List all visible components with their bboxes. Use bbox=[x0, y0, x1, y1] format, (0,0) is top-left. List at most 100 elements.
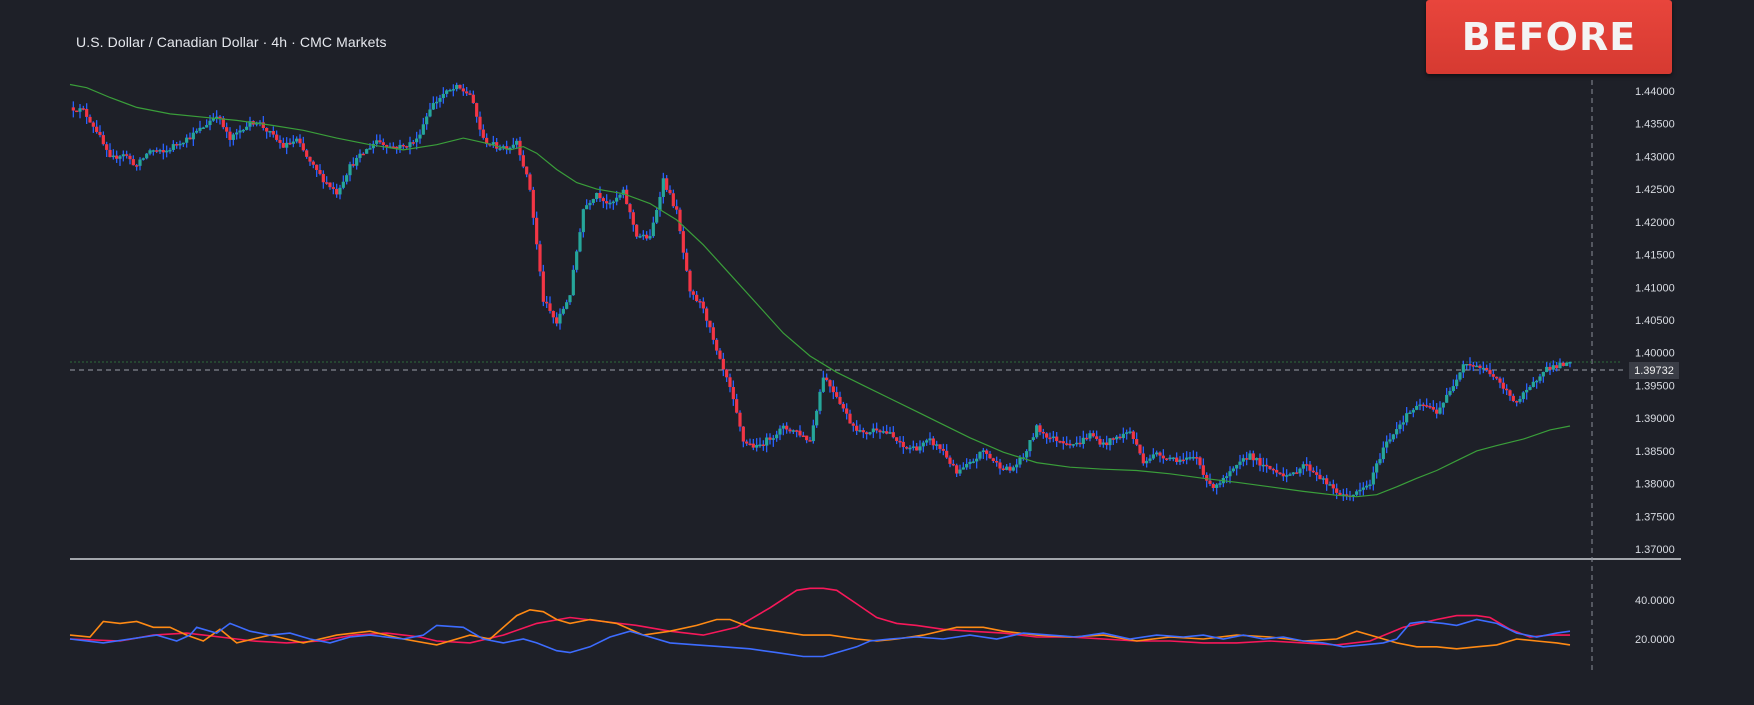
candle-body bbox=[821, 377, 825, 392]
candle-body bbox=[1435, 409, 1439, 414]
candle-body bbox=[1305, 464, 1309, 466]
candle-body bbox=[1098, 438, 1102, 445]
candle-body bbox=[381, 142, 385, 146]
candle-body bbox=[1065, 443, 1069, 445]
candle-body bbox=[485, 137, 489, 144]
candle-body bbox=[81, 108, 85, 110]
candle-body bbox=[411, 142, 415, 144]
candle-body bbox=[1228, 471, 1232, 477]
candle-body bbox=[1175, 457, 1179, 462]
candle-body bbox=[1501, 382, 1505, 389]
candle-body bbox=[291, 141, 295, 144]
candle-body bbox=[601, 198, 605, 202]
candle-body bbox=[698, 301, 702, 303]
badge-label: BEFORE bbox=[1461, 15, 1637, 59]
candle-body bbox=[415, 138, 419, 143]
candle-body bbox=[865, 432, 869, 435]
candle-body bbox=[1525, 389, 1529, 393]
candle-body bbox=[281, 142, 285, 148]
candle-body bbox=[1441, 402, 1445, 408]
candle-body bbox=[571, 269, 575, 296]
candle-body bbox=[508, 147, 512, 150]
candle-body bbox=[771, 438, 775, 440]
candle-body bbox=[515, 140, 519, 145]
candle-body bbox=[1171, 457, 1175, 460]
candle-body bbox=[808, 440, 812, 442]
price-tick-label: 1.41500 bbox=[1635, 250, 1675, 262]
candle-body bbox=[658, 196, 662, 211]
candle-body bbox=[1095, 436, 1099, 439]
candle-body bbox=[1215, 484, 1219, 488]
price-tick-label: 1.40500 bbox=[1635, 315, 1675, 327]
candle-body bbox=[495, 142, 499, 149]
candle-body bbox=[318, 169, 322, 174]
candle-body bbox=[891, 432, 895, 438]
candle-body bbox=[618, 194, 622, 198]
candle-body bbox=[721, 358, 725, 370]
candle-body bbox=[315, 164, 319, 170]
candle-body bbox=[1401, 422, 1405, 425]
indicator-line bbox=[69, 608, 1571, 650]
candle-body bbox=[588, 202, 592, 206]
candle-body bbox=[1408, 412, 1412, 415]
candle-body bbox=[1115, 436, 1119, 440]
candle-body bbox=[1235, 464, 1239, 469]
candle-body bbox=[1551, 365, 1555, 370]
candle-body bbox=[228, 131, 232, 140]
candle-body bbox=[778, 428, 782, 435]
candle-body bbox=[1198, 457, 1202, 466]
candle-body bbox=[305, 150, 309, 157]
candle-body bbox=[1178, 459, 1182, 462]
candle-body bbox=[441, 93, 445, 99]
candle-body bbox=[708, 320, 712, 328]
candle-body bbox=[498, 148, 502, 150]
candle-body bbox=[311, 161, 315, 165]
indicator-line bbox=[69, 618, 1571, 658]
candle-body bbox=[641, 234, 645, 237]
candle-body bbox=[621, 189, 625, 195]
candle-body bbox=[108, 149, 112, 158]
candle-body bbox=[168, 149, 172, 152]
candle-body bbox=[408, 142, 412, 148]
candle-body bbox=[121, 154, 125, 157]
candle-body bbox=[1385, 441, 1389, 448]
candle-body bbox=[788, 429, 792, 432]
price-tick-label: 1.40000 bbox=[1635, 348, 1675, 360]
price-tick-label: 1.38500 bbox=[1635, 446, 1675, 458]
candle-body bbox=[625, 189, 629, 205]
candle-body bbox=[1391, 434, 1395, 440]
candle-body bbox=[1121, 433, 1125, 439]
candle-body bbox=[1275, 469, 1279, 473]
candle-body bbox=[1395, 429, 1399, 435]
candle-body bbox=[1011, 467, 1015, 471]
candle-body bbox=[501, 146, 505, 149]
candle-body bbox=[1338, 492, 1342, 496]
candle-body bbox=[208, 120, 212, 126]
candle-body bbox=[1181, 459, 1185, 462]
candle-body bbox=[1068, 443, 1072, 446]
candle-body bbox=[1301, 464, 1305, 469]
candle-body bbox=[1361, 487, 1365, 490]
candle-body bbox=[535, 217, 539, 245]
candle-body bbox=[858, 430, 862, 432]
candle-body bbox=[158, 150, 162, 152]
candle-body bbox=[405, 146, 409, 148]
candle-body bbox=[945, 450, 949, 458]
candle-body bbox=[371, 143, 375, 149]
candle-body bbox=[111, 155, 115, 158]
candle-body bbox=[681, 231, 685, 253]
candle-body bbox=[925, 440, 929, 443]
candle-body bbox=[1491, 374, 1495, 377]
candle-body bbox=[898, 440, 902, 443]
candle-body bbox=[718, 350, 722, 359]
candle-body bbox=[1001, 468, 1005, 470]
price-axis: 1.44000 1.43500 1.43000 1.42500 1.42000 1.415… bbox=[1635, 86, 1675, 556]
moving-average-line bbox=[69, 83, 1571, 498]
candle-body bbox=[1185, 457, 1189, 460]
candle-body bbox=[1081, 437, 1085, 444]
price-tick-label: 1.43500 bbox=[1635, 119, 1675, 131]
candle-body bbox=[841, 403, 845, 409]
candle-body bbox=[1271, 468, 1275, 471]
candle-body bbox=[895, 437, 899, 441]
